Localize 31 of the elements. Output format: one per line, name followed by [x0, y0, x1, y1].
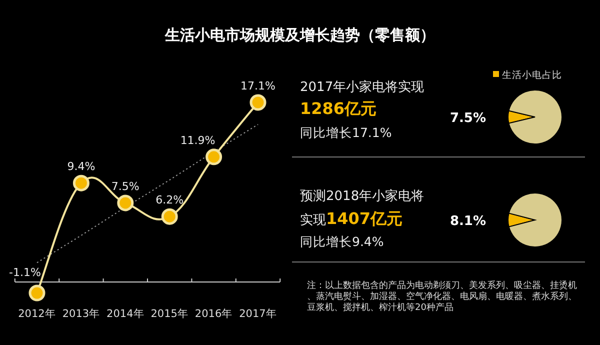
- x-tick-label: 2017年: [239, 308, 277, 320]
- text: 注：以上数据包含的产品为电动剃须刀、美发系列、吸尘器、挂烫机、蒸汽电熨斗、加湿器、空气净化器、电风扇、电暖器、煮水系列、豆浆机、搅拌机、榨汁机等20种产品: [307, 280, 577, 313]
- x-tick-label: 2013年: [62, 308, 100, 320]
- data-label: 7.5%: [450, 111, 486, 126]
- text: 1286亿元: [300, 99, 377, 118]
- x-tick-label: 2015年: [150, 308, 188, 320]
- x-tick-label: 2016年: [194, 308, 233, 320]
- data-label: -1.1%: [9, 266, 41, 280]
- legend: 生活小电占比: [493, 70, 562, 81]
- data-label: 9.4%: [67, 160, 96, 174]
- data-label: 6.2%: [156, 194, 184, 207]
- text: 同比增长9.4%: [300, 234, 384, 249]
- legend-label: 生活小电占比: [502, 69, 562, 81]
- x-tick-label: 2014年: [106, 308, 144, 320]
- point: [117, 194, 134, 212]
- data-label: 11.9%: [180, 134, 216, 147]
- point: [161, 208, 178, 225]
- point: [250, 94, 266, 111]
- text: 1407亿元: [326, 209, 403, 228]
- data-label: 8.1%: [450, 214, 486, 229]
- data-label: 17.1%: [240, 79, 276, 92]
- text: 预测2018年小家电将: [300, 188, 424, 204]
- point: [28, 284, 46, 302]
- text: 2017年小家电将实现: [300, 79, 424, 95]
- x-tick-label: 2012年: [18, 308, 56, 320]
- text: 实现: [300, 213, 326, 228]
- data-label: 7.5%: [111, 180, 140, 193]
- point: [72, 174, 90, 192]
- chart-title: 生活小电市场规模及增长趋势（零售额）: [164, 26, 435, 44]
- point: [206, 148, 222, 166]
- text: 同比增长17.1%: [300, 125, 392, 140]
